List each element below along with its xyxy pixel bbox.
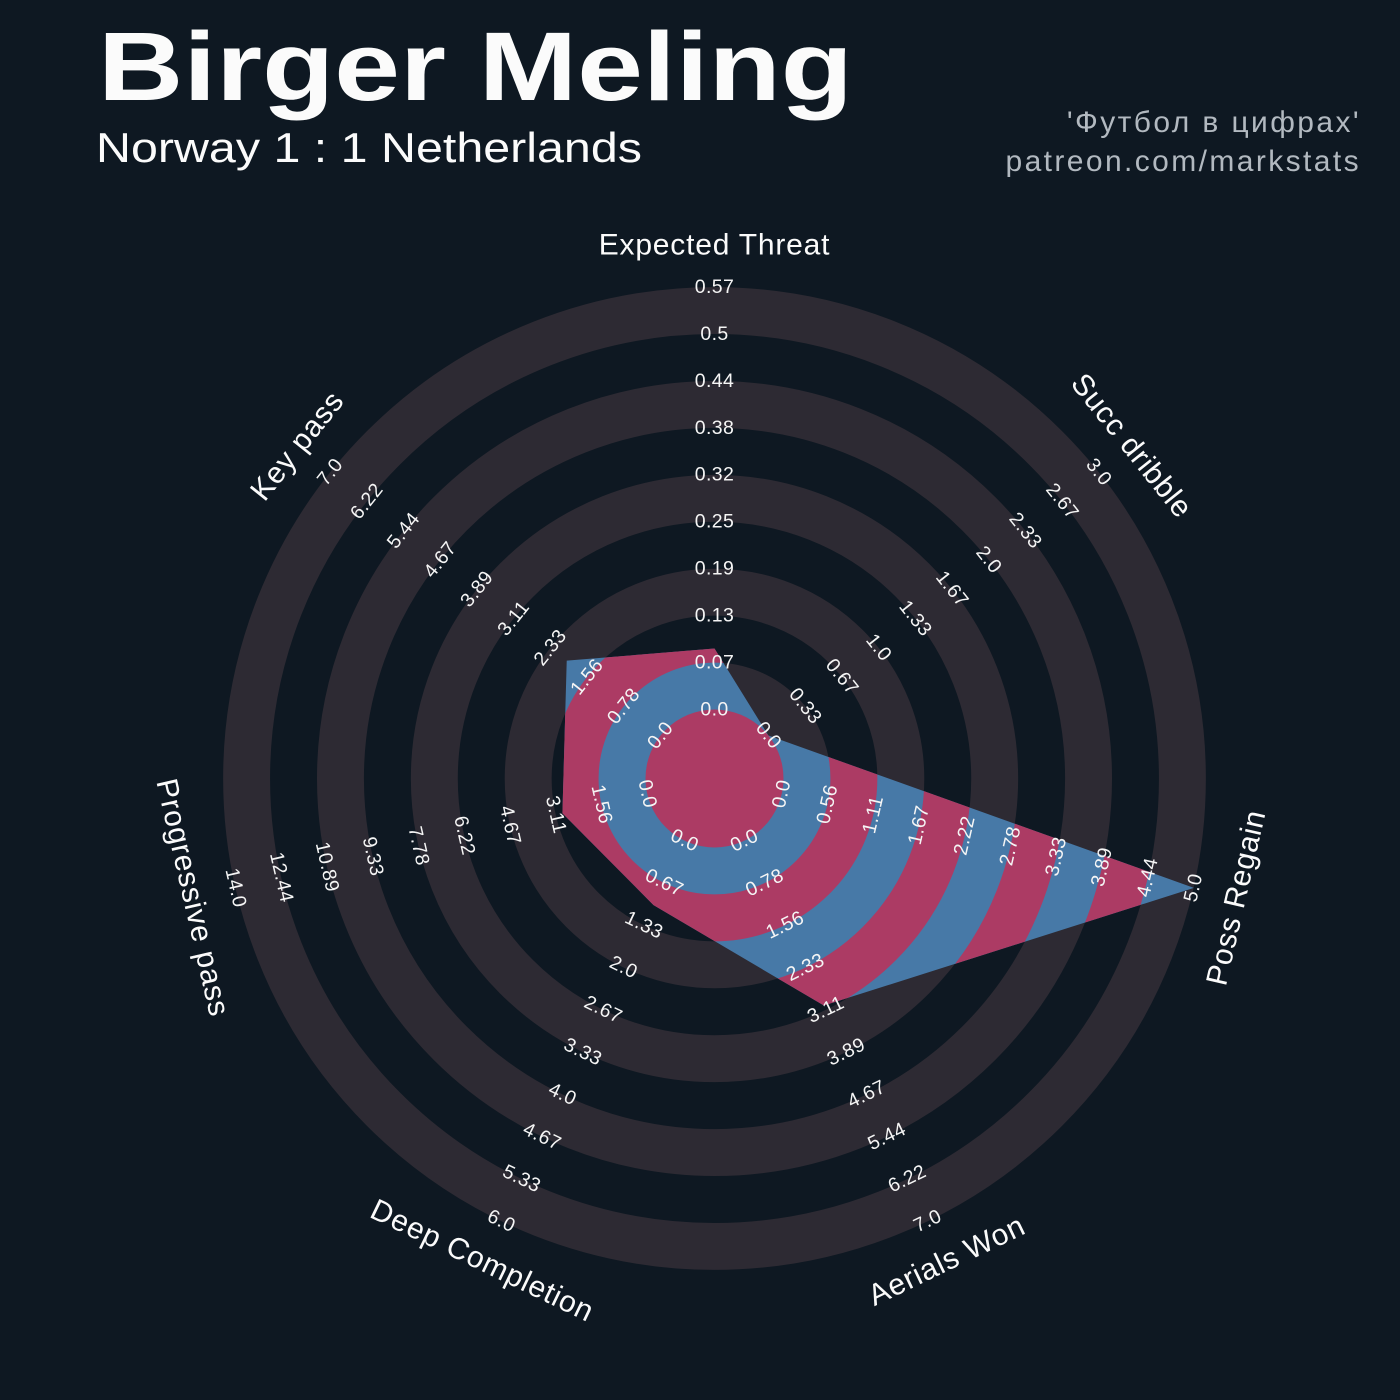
svg-text:0.19: 0.19: [695, 558, 735, 580]
svg-text:0.5: 0.5: [700, 323, 728, 345]
svg-text:0.07: 0.07: [695, 651, 735, 673]
svg-text:0.13: 0.13: [695, 604, 735, 626]
svg-text:0.32: 0.32: [695, 464, 735, 486]
svg-text:Expected Threat: Expected Threat: [599, 229, 831, 262]
svg-text:0.44: 0.44: [695, 370, 735, 392]
svg-text:0.25: 0.25: [695, 511, 735, 533]
svg-text:0.57: 0.57: [695, 276, 735, 298]
svg-text:0.0: 0.0: [700, 698, 728, 720]
svg-text:0.38: 0.38: [695, 417, 735, 439]
